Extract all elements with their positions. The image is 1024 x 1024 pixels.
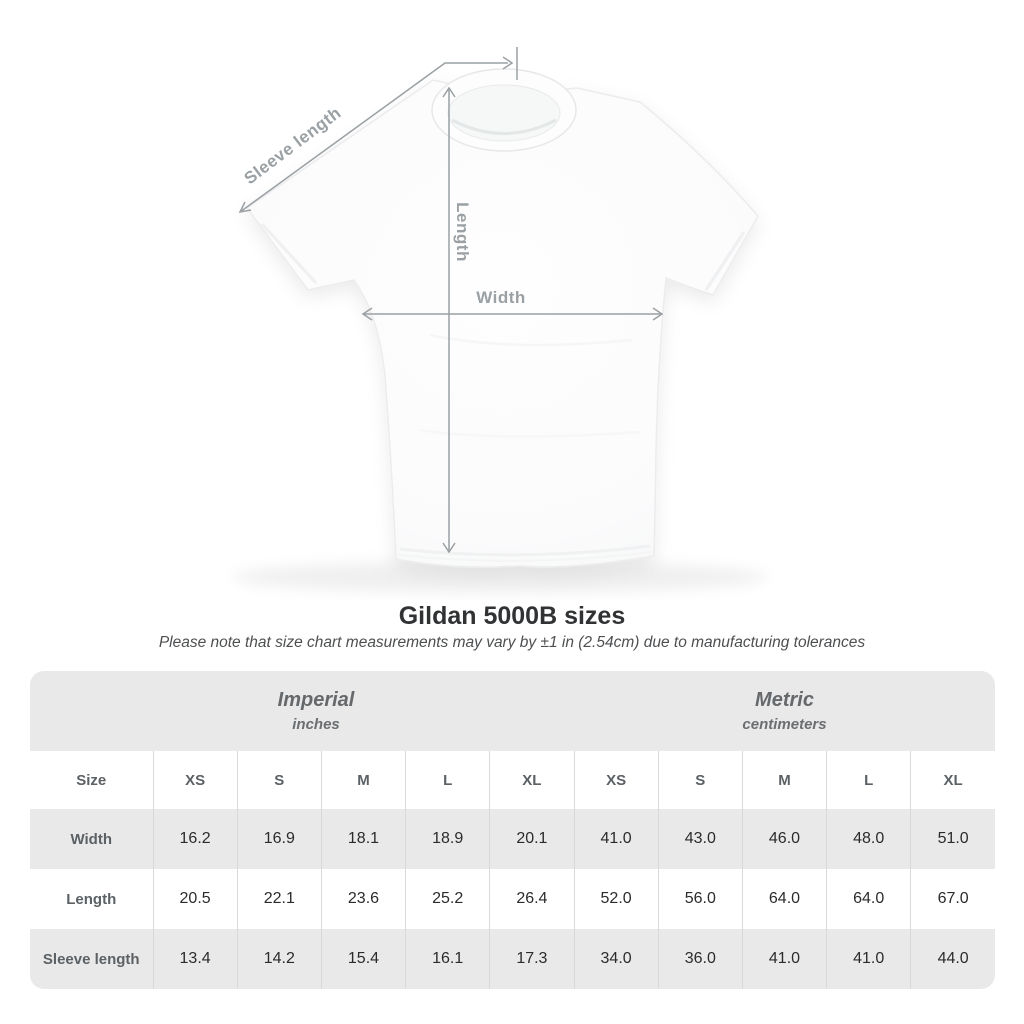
size-header-metric-l: L xyxy=(826,751,911,809)
measurement-cell: 16.1 xyxy=(405,929,490,989)
size-column-label: Size xyxy=(30,751,153,809)
measurement-cell: 34.0 xyxy=(573,929,659,989)
size-header-metric-m: M xyxy=(741,751,827,809)
measurement-cell: 41.0 xyxy=(573,809,659,869)
length-label: Length xyxy=(453,202,472,262)
measurement-cell: 17.3 xyxy=(489,929,575,989)
measurement-cell: 41.0 xyxy=(826,929,911,989)
measurement-cell: 41.0 xyxy=(741,929,827,989)
size-table-body: Width 16.2 16.9 18.1 18.9 20.1 41.0 43.0 46.0 48.… xyxy=(30,809,995,989)
imperial-title: Imperial xyxy=(277,689,355,711)
imperial-unit: inches xyxy=(292,716,340,733)
collar xyxy=(431,68,577,152)
measurement-cell: 44.0 xyxy=(910,929,995,989)
tshirt-diagram: Length Width Sleeve length xyxy=(232,47,768,593)
measurement-cell: 56.0 xyxy=(657,869,743,929)
measurement-cell: 20.5 xyxy=(152,869,238,929)
size-header-imperial-s: S xyxy=(236,751,322,809)
table-row: Sleeve length 13.4 14.2 15.4 16.1 17.3 34.0 36.… xyxy=(30,929,995,989)
measurement-cell: 67.0 xyxy=(910,869,995,929)
measurement-cell: 25.2 xyxy=(405,869,490,929)
unit-group-row: Imperial inches Metric centimeters xyxy=(30,671,995,751)
length-measure-arrow xyxy=(442,86,456,554)
size-header-imperial-xs: XS xyxy=(152,751,238,809)
shirt-shadow xyxy=(232,561,768,593)
page-title: Gildan 5000B sizes xyxy=(398,602,626,630)
measurement-cell: 14.2 xyxy=(236,929,322,989)
measurement-cell: 20.1 xyxy=(489,809,575,869)
measurement-cell: 43.0 xyxy=(657,809,743,869)
measurement-cell: 48.0 xyxy=(826,809,911,869)
tolerance-note: Please note that size chart measurements… xyxy=(158,634,866,651)
measurement-cell: 18.1 xyxy=(320,809,406,869)
measurement-cell: 64.0 xyxy=(741,869,827,929)
size-header-imperial-l: L xyxy=(405,751,490,809)
size-header-imperial-m: M xyxy=(320,751,406,809)
row-label: Width xyxy=(70,830,112,848)
measurement-cell: 22.1 xyxy=(236,869,322,929)
measurement-cell: 52.0 xyxy=(573,869,659,929)
measurement-cell: 18.9 xyxy=(405,809,490,869)
tshirt-illustration xyxy=(246,79,759,568)
measurement-cell: 26.4 xyxy=(489,869,575,929)
size-header-metric-xl: XL xyxy=(910,751,995,809)
width-measure-arrow xyxy=(361,307,664,321)
measurement-cell: 36.0 xyxy=(657,929,743,989)
metric-group-header: Metric centimeters xyxy=(574,671,995,751)
measurement-cell: 15.4 xyxy=(320,929,406,989)
size-chart-table: Imperial inches Metric centimeters Size X… xyxy=(30,671,995,989)
measurement-cell: 16.2 xyxy=(152,809,238,869)
measurement-cell: 16.9 xyxy=(236,809,322,869)
measurement-cell: 13.4 xyxy=(152,929,238,989)
table-row: Width 16.2 16.9 18.1 18.9 20.1 41.0 43.0 46.0 48.… xyxy=(30,809,995,869)
sleeve-measure-arrow xyxy=(238,47,518,214)
measurement-cell: 64.0 xyxy=(826,869,911,929)
metric-title: Metric xyxy=(755,689,814,711)
row-label: Length xyxy=(66,890,117,908)
size-header-metric-s: S xyxy=(657,751,743,809)
size-header-metric-xs: XS xyxy=(573,751,659,809)
measurement-cell: 23.6 xyxy=(320,869,406,929)
measurement-cell: 51.0 xyxy=(910,809,995,869)
width-label: Width xyxy=(476,288,526,307)
measurement-cell: 46.0 xyxy=(741,809,827,869)
row-label: Sleeve length xyxy=(42,950,140,968)
metric-unit: centimeters xyxy=(742,716,827,733)
table-row: Length 20.5 22.1 23.6 25.2 26.4 52.0 56.0 64.0 64… xyxy=(30,869,995,929)
size-header-row: Size XS S M L XL XS S M L XL xyxy=(30,751,995,809)
imperial-group-header: Imperial inches xyxy=(30,671,575,751)
size-header-imperial-xl: XL xyxy=(489,751,575,809)
